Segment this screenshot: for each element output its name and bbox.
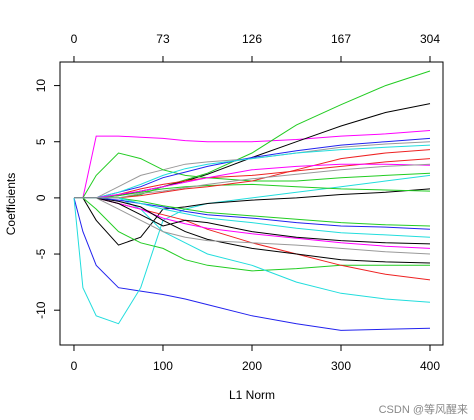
- y-tick-label: -5: [34, 248, 48, 259]
- x-tick-label: 100: [153, 359, 173, 373]
- y-tick-label: 10: [34, 79, 48, 93]
- coefficient-path: [74, 163, 431, 199]
- x-tick-label: 0: [71, 359, 78, 373]
- x-axis-title: L1 Norm: [229, 388, 275, 402]
- plot-frame: [59, 61, 444, 346]
- y-tick-label: -10: [34, 301, 48, 319]
- y-tick-label: 5: [34, 138, 48, 145]
- axes: [54, 56, 431, 351]
- top-tick-label: 73: [156, 32, 170, 46]
- x-tick-label: 400: [420, 359, 440, 373]
- y-axis-title: Coefficients: [4, 173, 18, 235]
- top-tick-label: 126: [242, 32, 262, 46]
- watermark: CSDN @等风醒来: [379, 402, 468, 416]
- x-tick-label: 300: [331, 359, 351, 373]
- y-tick-label: 0: [34, 194, 48, 201]
- coefficient-path: [73, 197, 431, 331]
- coefficient-path: [74, 152, 431, 199]
- coefficient-path: [74, 130, 431, 199]
- coefficient-path: [74, 188, 431, 246]
- top-tick-label: 0: [71, 32, 78, 46]
- top-tick-label: 304: [420, 32, 440, 46]
- x-tick-label: 200: [242, 359, 262, 373]
- top-tick-label: 167: [331, 32, 351, 46]
